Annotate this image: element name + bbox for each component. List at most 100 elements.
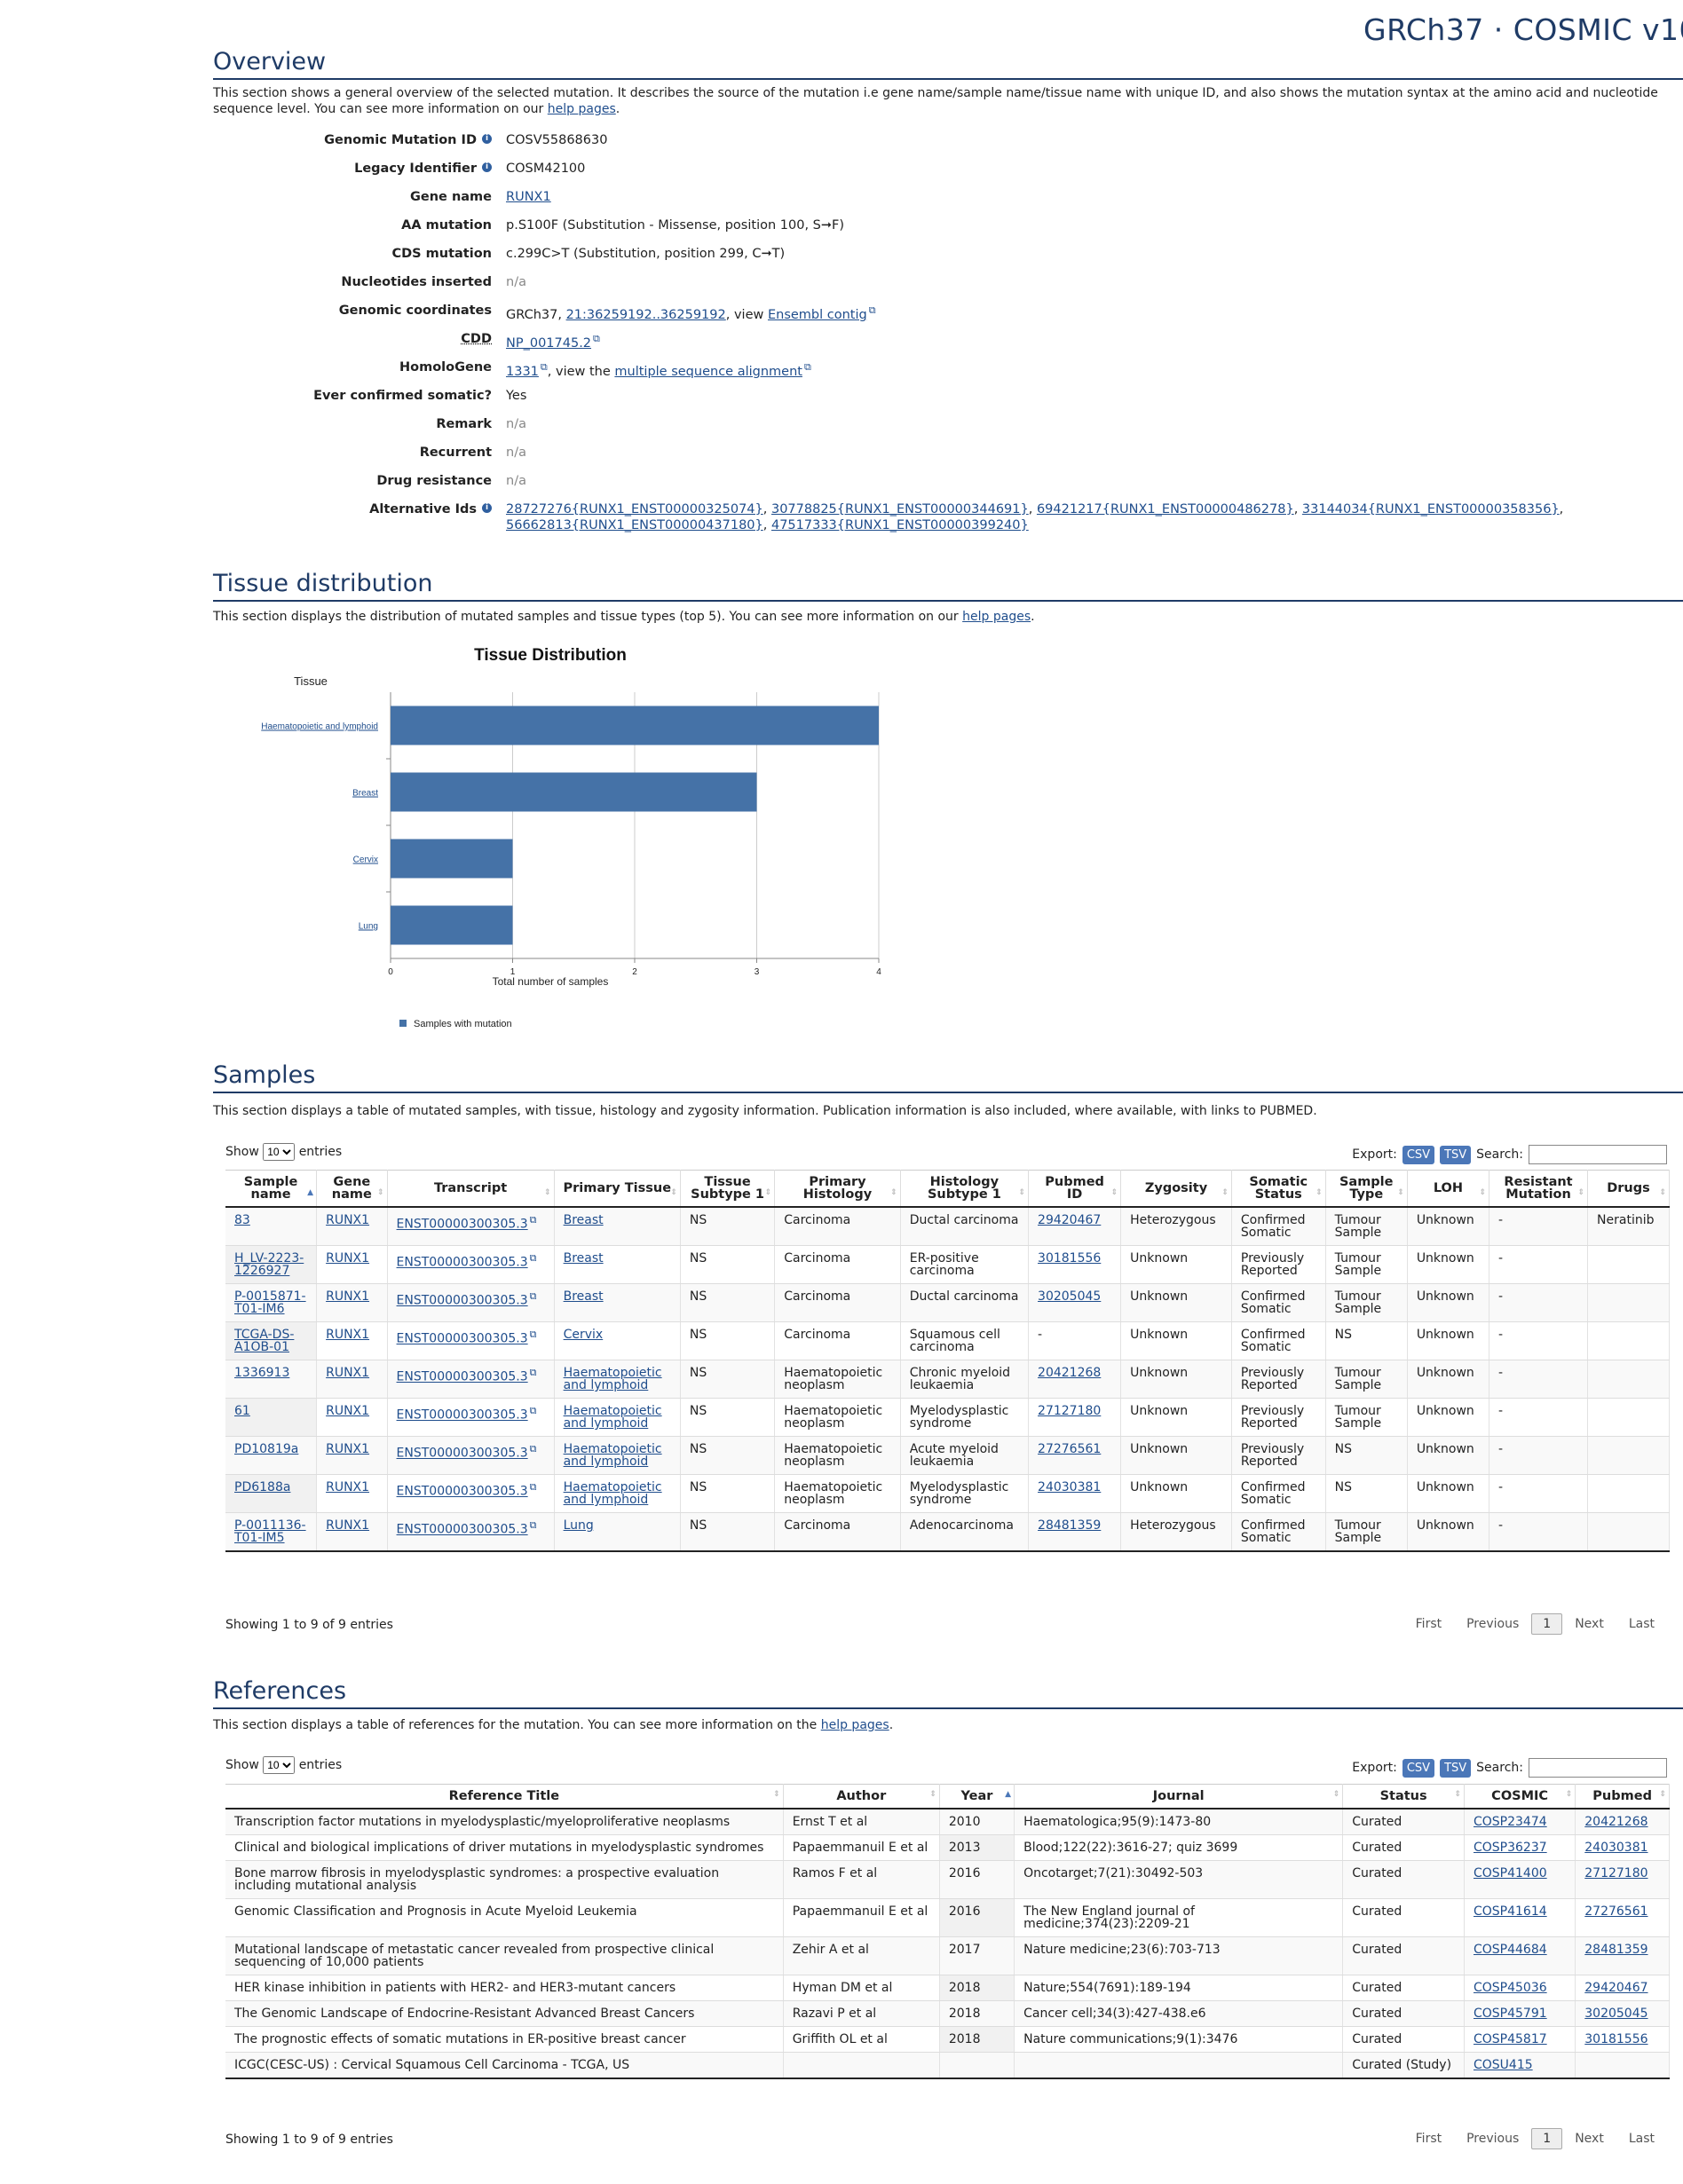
alternative-id-link[interactable]: 28727276{RUNX1_ENST00000325074} bbox=[506, 502, 763, 516]
samples-column-header[interactable]: Drugs ⇕ bbox=[1587, 1170, 1670, 1208]
cell-link[interactable]: ENST00000300305.3 bbox=[396, 1522, 528, 1537]
cell-link[interactable]: 30205045 bbox=[1038, 1289, 1102, 1304]
references-tsv-button[interactable]: TSV bbox=[1440, 1758, 1472, 1778]
cell-link[interactable]: RUNX1 bbox=[326, 1518, 370, 1533]
cell-link[interactable]: 30181556 bbox=[1584, 2032, 1648, 2046]
references-column-header[interactable]: Reference Title ⇕ bbox=[225, 1784, 784, 1809]
cell-link[interactable]: 20421268 bbox=[1584, 1815, 1648, 1829]
alternative-id-link[interactable]: 33144034{RUNX1_ENST00000358356} bbox=[1301, 502, 1560, 516]
cell-link[interactable]: 27276561 bbox=[1584, 1904, 1648, 1919]
cell-link[interactable]: COSP45817 bbox=[1473, 2032, 1547, 2046]
cell-link[interactable]: RUNX1 bbox=[326, 1480, 370, 1494]
samples-column-header[interactable]: Pubmed ID ⇕ bbox=[1028, 1170, 1122, 1208]
references-page-size-select[interactable]: 10 bbox=[263, 1756, 296, 1774]
coordinates-link[interactable]: 21:36259192..36259192 bbox=[565, 307, 726, 322]
references-column-header[interactable]: Author ⇕ bbox=[783, 1784, 940, 1809]
gene-link[interactable]: RUNX1 bbox=[506, 190, 551, 204]
samples-column-header[interactable]: LOH ⇕ bbox=[1407, 1170, 1490, 1208]
cell-link[interactable]: 27127180 bbox=[1584, 1866, 1648, 1880]
cell-link[interactable]: ENST00000300305.3 bbox=[396, 1446, 528, 1461]
cell-link[interactable]: 24030381 bbox=[1038, 1480, 1102, 1494]
references-help-link[interactable]: help pages bbox=[820, 1718, 889, 1732]
cell-link[interactable]: Haematopoietic and lymphoid bbox=[563, 1480, 662, 1507]
samples-column-header[interactable]: Gene name ⇕ bbox=[316, 1170, 388, 1208]
last-page-button[interactable]: Last bbox=[1628, 2132, 1655, 2146]
first-page-button[interactable]: First bbox=[1415, 1617, 1442, 1631]
samples-page-size-select[interactable]: 10 bbox=[263, 1143, 296, 1161]
cell-link[interactable]: COSP45036 bbox=[1473, 1981, 1547, 1995]
cell-link[interactable]: RUNX1 bbox=[326, 1328, 370, 1342]
cell-link[interactable]: ENST00000300305.3 bbox=[396, 1407, 528, 1423]
cell-link[interactable]: 61 bbox=[234, 1404, 250, 1418]
cell-link[interactable]: 27276561 bbox=[1038, 1442, 1102, 1456]
cell-link[interactable]: TCGA-DS-A1OB-01 bbox=[234, 1328, 295, 1354]
cell-link[interactable]: ENST00000300305.3 bbox=[396, 1369, 528, 1384]
alternative-id-link[interactable]: 47517333{RUNX1_ENST00000399240} bbox=[770, 518, 1029, 532]
previous-page-button[interactable]: Previous bbox=[1466, 2132, 1520, 2146]
cell-link[interactable]: 30181556 bbox=[1038, 1251, 1102, 1265]
cell-link[interactable]: 83 bbox=[234, 1213, 250, 1227]
cell-link[interactable]: RUNX1 bbox=[326, 1213, 370, 1227]
references-column-header[interactable]: Journal ⇕ bbox=[1014, 1784, 1344, 1809]
references-csv-button[interactable]: CSV bbox=[1402, 1758, 1435, 1778]
samples-csv-button[interactable]: CSV bbox=[1402, 1145, 1435, 1164]
samples-column-header[interactable]: Sample name ▲ bbox=[225, 1170, 318, 1208]
cell-link[interactable]: PD6188a bbox=[234, 1480, 291, 1494]
cell-link[interactable]: P-0015871-T01-IM6 bbox=[234, 1289, 306, 1316]
cell-link[interactable]: ENST00000300305.3 bbox=[396, 1484, 528, 1499]
next-page-button[interactable]: Next bbox=[1575, 2132, 1604, 2146]
cell-link[interactable]: ENST00000300305.3 bbox=[396, 1255, 528, 1270]
cell-link[interactable]: Haematopoietic and lymphoid bbox=[563, 1366, 662, 1392]
cell-link[interactable]: Breast bbox=[563, 1251, 604, 1265]
cell-link[interactable]: 28481359 bbox=[1584, 1943, 1648, 1957]
cell-link[interactable]: 29420467 bbox=[1038, 1213, 1102, 1227]
cell-link[interactable]: COSP45791 bbox=[1473, 2007, 1547, 2021]
cell-link[interactable]: 28481359 bbox=[1038, 1518, 1102, 1533]
samples-column-header[interactable]: Primary Tissue ⇕ bbox=[554, 1170, 681, 1208]
samples-column-header[interactable]: Somatic Status ⇕ bbox=[1231, 1170, 1326, 1208]
cell-link[interactable]: COSP36237 bbox=[1473, 1841, 1547, 1855]
cell-link[interactable]: Breast bbox=[563, 1213, 604, 1227]
cell-link[interactable]: RUNX1 bbox=[326, 1366, 370, 1380]
references-search-input[interactable] bbox=[1529, 1758, 1667, 1778]
references-column-header[interactable]: Year ▲ bbox=[939, 1784, 1015, 1809]
samples-column-header[interactable]: Resistant Mutation ⇕ bbox=[1489, 1170, 1589, 1208]
samples-column-header[interactable]: Histology Subtype 1 ⇕ bbox=[900, 1170, 1030, 1208]
references-column-header[interactable]: COSMIC ⇕ bbox=[1464, 1784, 1576, 1809]
cell-link[interactable]: 30205045 bbox=[1584, 2007, 1648, 2021]
references-column-header[interactable]: Status ⇕ bbox=[1342, 1784, 1465, 1809]
cell-link[interactable]: COSU415 bbox=[1473, 2058, 1533, 2072]
cell-link[interactable]: ENST00000300305.3 bbox=[396, 1293, 528, 1308]
cell-link[interactable]: RUNX1 bbox=[326, 1404, 370, 1418]
cell-link[interactable]: Cervix bbox=[563, 1328, 604, 1342]
cell-link[interactable]: Haematopoietic and lymphoid bbox=[563, 1442, 662, 1469]
alternative-id-link[interactable]: 56662813{RUNX1_ENST00000437180} bbox=[506, 518, 763, 532]
first-page-button[interactable]: First bbox=[1415, 2132, 1442, 2146]
cell-link[interactable]: ENST00000300305.3 bbox=[396, 1217, 528, 1232]
cell-link[interactable]: 1336913 bbox=[234, 1366, 290, 1380]
cell-link[interactable]: RUNX1 bbox=[326, 1442, 370, 1456]
current-page-button[interactable]: 1 bbox=[1531, 1613, 1563, 1635]
alternative-id-link[interactable]: 69421217{RUNX1_ENST00000486278} bbox=[1036, 502, 1294, 516]
cell-link[interactable]: RUNX1 bbox=[326, 1251, 370, 1265]
msa-link[interactable]: multiple sequence alignment bbox=[614, 364, 802, 379]
cell-link[interactable]: P-0011136-T01-IM5 bbox=[234, 1518, 306, 1545]
current-page-button[interactable]: 1 bbox=[1531, 2128, 1563, 2149]
previous-page-button[interactable]: Previous bbox=[1466, 1617, 1520, 1631]
cell-link[interactable]: H_LV-2223-1226927 bbox=[234, 1251, 304, 1278]
cdd-link[interactable]: NP_001745.2 bbox=[506, 335, 592, 351]
last-page-button[interactable]: Last bbox=[1628, 1617, 1655, 1631]
cell-link[interactable]: Breast bbox=[563, 1289, 604, 1304]
samples-column-header[interactable]: Zygosity ⇕ bbox=[1120, 1170, 1232, 1208]
samples-column-header[interactable]: Primary Histology ⇕ bbox=[774, 1170, 901, 1208]
cell-link[interactable]: COSP41400 bbox=[1473, 1866, 1547, 1880]
samples-tsv-button[interactable]: TSV bbox=[1440, 1145, 1472, 1164]
overview-help-link[interactable]: help pages bbox=[547, 102, 616, 116]
cell-link[interactable]: COSP41614 bbox=[1473, 1904, 1547, 1919]
alternative-id-link[interactable]: 30778825{RUNX1_ENST00000344691} bbox=[770, 502, 1029, 516]
info-icon[interactable]: i bbox=[482, 134, 492, 144]
cell-link[interactable]: COSP23474 bbox=[1473, 1815, 1547, 1829]
cell-link[interactable]: 20421268 bbox=[1038, 1366, 1102, 1380]
samples-search-input[interactable] bbox=[1529, 1145, 1667, 1164]
info-icon[interactable]: i bbox=[482, 162, 492, 172]
